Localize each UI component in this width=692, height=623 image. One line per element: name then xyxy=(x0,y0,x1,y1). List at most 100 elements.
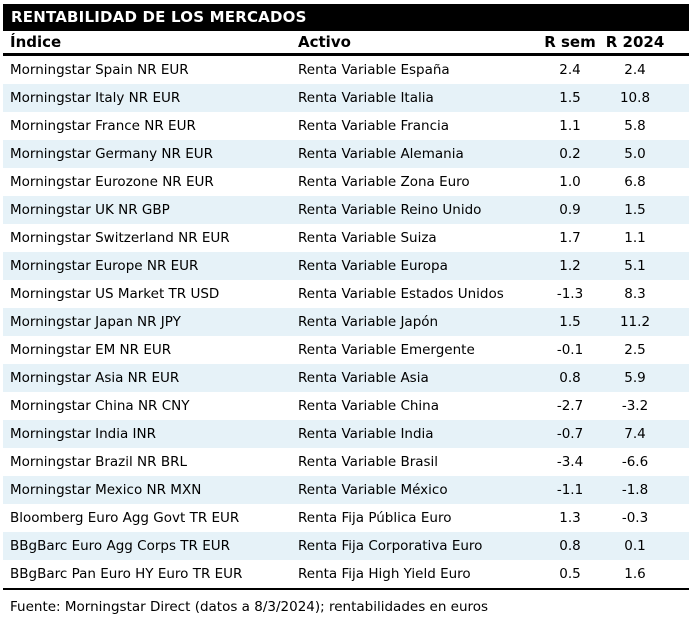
r-2024-cell: -6.6 xyxy=(621,454,649,470)
indice-cell: Morningstar Switzerland NR EUR xyxy=(10,230,230,246)
r-2024-cell: 5.0 xyxy=(624,146,646,162)
indice-cell: Morningstar Europe NR EUR xyxy=(10,258,199,274)
table-row: Morningstar Japan NR JPY Renta Variable J… xyxy=(3,308,689,336)
indice-cell: Morningstar France NR EUR xyxy=(10,118,196,134)
activo-cell: Renta Variable Zona Euro xyxy=(298,174,470,190)
indice-cell: Morningstar Spain NR EUR xyxy=(10,62,189,78)
r-2024-cell: -1.8 xyxy=(621,482,649,498)
table-row: BBgBarc Euro Agg Corps TR EUR Renta Fija … xyxy=(3,532,689,560)
r-sem-cell: -0.7 xyxy=(556,426,584,442)
r-sem-cell: 0.8 xyxy=(559,538,581,554)
r-2024-cell: 6.8 xyxy=(624,174,646,190)
activo-cell: Renta Variable Reino Unido xyxy=(298,202,482,218)
indice-cell: Morningstar EM NR EUR xyxy=(10,342,172,358)
indice-cell: BBgBarc Pan Euro HY Euro TR EUR xyxy=(10,566,243,582)
indice-cell: Morningstar US Market TR USD xyxy=(10,286,220,302)
r-sem-cell: -3.4 xyxy=(556,454,584,470)
r-2024-cell: 5.1 xyxy=(624,258,646,274)
table-row: Morningstar Mexico NR MXN Renta Variable … xyxy=(3,476,689,504)
r-sem-cell: 0.9 xyxy=(559,202,581,218)
activo-cell: Renta Variable España xyxy=(298,62,450,78)
column-header-r-sem: R sem xyxy=(544,33,596,51)
r-sem-cell: 2.4 xyxy=(559,62,581,78)
r-2024-cell: 1.1 xyxy=(624,230,646,246)
column-header-r-2024: R 2024 xyxy=(605,33,665,51)
r-2024-cell: 0.1 xyxy=(624,538,646,554)
activo-cell: Renta Variable Francia xyxy=(298,118,450,134)
indice-cell: Morningstar UK NR GBP xyxy=(10,202,170,218)
r-2024-cell: 10.8 xyxy=(619,90,651,106)
markets-table-panel: RENTABILIDAD DE LOS MERCADOS Índice Acti… xyxy=(3,4,689,615)
r-2024-cell: -3.2 xyxy=(621,398,649,414)
r-sem-cell: 0.2 xyxy=(559,146,581,162)
r-2024-cell: -0.3 xyxy=(621,510,649,526)
r-sem-cell: -1.1 xyxy=(556,482,584,498)
indice-cell: Morningstar India INR xyxy=(10,426,156,442)
r-sem-cell: -0.1 xyxy=(556,342,584,358)
column-header-activo: Activo xyxy=(298,33,351,51)
r-2024-cell: 5.9 xyxy=(624,370,646,386)
activo-cell: Renta Variable Estados Unidos xyxy=(298,286,504,302)
activo-cell: Renta Variable Europa xyxy=(298,258,448,274)
table-row: Morningstar Spain NR EUR Renta Variable E… xyxy=(3,55,689,85)
indice-cell: Bloomberg Euro Agg Govt TR EUR xyxy=(10,510,240,526)
r-2024-cell: 11.2 xyxy=(619,314,651,330)
table-row: Morningstar Germany NR EUR Renta Variable… xyxy=(3,140,689,168)
indice-cell: Morningstar Brazil NR BRL xyxy=(10,454,187,470)
r-sem-cell: 1.7 xyxy=(559,230,581,246)
r-2024-cell: 2.5 xyxy=(624,342,646,358)
source-note: Fuente: Morningstar Direct (datos a 8/3/… xyxy=(10,599,489,615)
r-sem-cell: 1.5 xyxy=(559,90,581,106)
indice-cell: Morningstar Asia NR EUR xyxy=(10,370,180,386)
activo-cell: Renta Variable Alemania xyxy=(298,146,464,162)
table-row: Morningstar Europe NR EUR Renta Variable … xyxy=(3,252,689,280)
markets-table: Índice Activo R sem R 2024 Morningstar S… xyxy=(3,31,689,590)
table-row: BBgBarc Pan Euro HY Euro TR EUR Renta Fij… xyxy=(3,560,689,589)
r-sem-cell: 1.1 xyxy=(559,118,581,134)
table-row: Morningstar Brazil NR BRL Renta Variable … xyxy=(3,448,689,476)
table-row: Morningstar China NR CNY Renta Variable C… xyxy=(3,392,689,420)
r-sem-cell: 1.0 xyxy=(559,174,581,190)
table-row: Morningstar Asia NR EUR Renta Variable As… xyxy=(3,364,689,392)
table-row: Morningstar EM NR EUR Renta Variable Emer… xyxy=(3,336,689,364)
r-2024-cell: 5.8 xyxy=(624,118,646,134)
activo-cell: Renta Variable Italia xyxy=(298,90,434,106)
r-2024-cell: 1.6 xyxy=(624,566,646,582)
table-row: Morningstar Italy NR EUR Renta Variable I… xyxy=(3,84,689,112)
r-2024-cell: 1.5 xyxy=(624,202,646,218)
r-2024-cell: 7.4 xyxy=(624,426,646,442)
table-row: Morningstar UK NR GBP Renta Variable Rein… xyxy=(3,196,689,224)
r-sem-cell: 0.5 xyxy=(559,566,581,582)
indice-cell: Morningstar Germany NR EUR xyxy=(10,146,213,162)
activo-cell: Renta Variable Suiza xyxy=(298,230,437,246)
activo-cell: Renta Variable China xyxy=(298,398,440,414)
indice-cell: Morningstar Italy NR EUR xyxy=(10,90,181,106)
activo-cell: Renta Fija Corporativa Euro xyxy=(298,538,483,554)
r-sem-cell: 0.8 xyxy=(559,370,581,386)
indice-cell: BBgBarc Euro Agg Corps TR EUR xyxy=(10,538,230,554)
activo-cell: Renta Fija Pública Euro xyxy=(298,510,452,526)
r-sem-cell: -1.3 xyxy=(556,286,584,302)
activo-cell: Renta Fija High Yield Euro xyxy=(298,566,471,582)
table-row: Morningstar Switzerland NR EUR Renta Vari… xyxy=(3,224,689,252)
table-header: Índice Activo R sem R 2024 xyxy=(3,31,689,55)
r-sem-cell: 1.5 xyxy=(559,314,581,330)
activo-cell: Renta Variable Brasil xyxy=(298,454,439,470)
indice-cell: Morningstar China NR CNY xyxy=(10,398,190,414)
r-sem-cell: -2.7 xyxy=(556,398,584,414)
activo-cell: Renta Variable India xyxy=(298,426,434,442)
r-2024-cell: 8.3 xyxy=(624,286,646,302)
activo-cell: Renta Variable Asia xyxy=(298,370,429,386)
table-row: Bloomberg Euro Agg Govt TR EUR Renta Fija… xyxy=(3,504,689,532)
activo-cell: Renta Variable Japón xyxy=(298,314,439,330)
column-header-indice: Índice xyxy=(10,33,62,51)
activo-cell: Renta Variable México xyxy=(298,482,448,498)
r-2024-cell: 2.4 xyxy=(624,62,646,78)
r-sem-cell: 1.3 xyxy=(559,510,581,526)
indice-cell: Morningstar Mexico NR MXN xyxy=(10,482,202,498)
indice-cell: Morningstar Japan NR JPY xyxy=(10,314,181,330)
table-body: Morningstar Spain NR EUR Renta Variable E… xyxy=(3,55,689,590)
table-row: Morningstar France NR EUR Renta Variable … xyxy=(3,112,689,140)
activo-cell: Renta Variable Emergente xyxy=(298,342,475,358)
table-row: Morningstar Eurozone NR EUR Renta Variabl… xyxy=(3,168,689,196)
